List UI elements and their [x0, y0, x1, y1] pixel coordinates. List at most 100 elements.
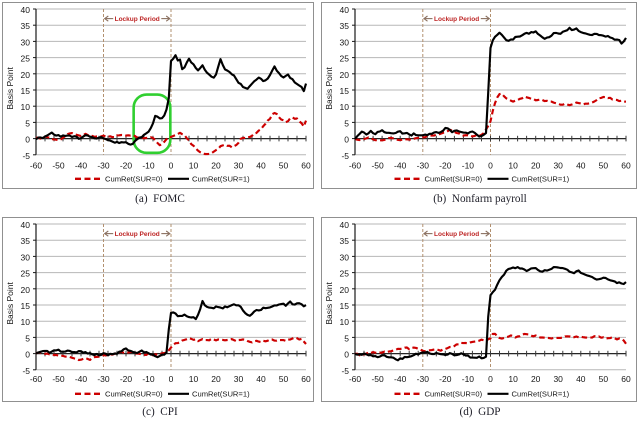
- svg-text:-5: -5: [341, 151, 349, 161]
- svg-text:Basis Point: Basis Point: [5, 281, 15, 324]
- svg-text:5: 5: [344, 118, 349, 128]
- svg-text:0: 0: [169, 160, 174, 170]
- svg-text:10: 10: [189, 373, 199, 383]
- svg-text:-20: -20: [439, 373, 452, 383]
- svg-text:CumRet(SUR=0): CumRet(SUR=0): [105, 175, 163, 184]
- svg-text:20: 20: [21, 70, 31, 80]
- svg-text:40: 40: [21, 5, 31, 15]
- svg-text:-20: -20: [439, 160, 452, 170]
- svg-text:-5: -5: [22, 365, 30, 375]
- svg-text:30: 30: [340, 252, 350, 262]
- svg-text:0: 0: [25, 135, 30, 145]
- svg-text:15: 15: [21, 301, 31, 311]
- svg-text:20: 20: [211, 160, 221, 170]
- svg-text:Lockup Period: Lockup Period: [115, 231, 160, 238]
- svg-text:60: 60: [301, 160, 311, 170]
- svg-text:5: 5: [25, 118, 30, 128]
- svg-text:10: 10: [508, 373, 518, 383]
- svg-text:0: 0: [169, 373, 174, 383]
- svg-text:5: 5: [344, 333, 349, 343]
- svg-text:-30: -30: [417, 373, 430, 383]
- svg-text:20: 20: [211, 373, 221, 383]
- svg-text:40: 40: [576, 373, 586, 383]
- svg-text:20: 20: [531, 373, 541, 383]
- svg-text:30: 30: [21, 252, 31, 262]
- svg-text:CumRet(SUR=0): CumRet(SUR=0): [425, 175, 483, 184]
- svg-text:-20: -20: [120, 373, 133, 383]
- svg-text:CumRet(SUR=1): CumRet(SUR=1): [192, 389, 250, 398]
- svg-text:30: 30: [21, 37, 31, 47]
- svg-text:30: 30: [553, 160, 563, 170]
- svg-text:40: 40: [340, 5, 350, 15]
- svg-text:60: 60: [621, 373, 631, 383]
- svg-text:0: 0: [25, 349, 30, 359]
- svg-text:-60: -60: [30, 373, 43, 383]
- svg-text:-50: -50: [371, 160, 384, 170]
- svg-text:-5: -5: [22, 151, 30, 161]
- svg-text:Lockup Period: Lockup Period: [434, 231, 479, 238]
- svg-text:-30: -30: [97, 160, 110, 170]
- svg-text:15: 15: [340, 301, 350, 311]
- svg-text:CumRet(SUR=1): CumRet(SUR=1): [512, 389, 570, 398]
- svg-text:-40: -40: [394, 373, 407, 383]
- svg-text:40: 40: [576, 160, 586, 170]
- svg-text:40: 40: [256, 373, 266, 383]
- svg-text:20: 20: [340, 70, 350, 80]
- svg-text:CumRet(SUR=1): CumRet(SUR=1): [512, 175, 570, 184]
- svg-text:Basis Point: Basis Point: [324, 67, 334, 110]
- svg-text:30: 30: [340, 37, 350, 47]
- svg-text:Basis Point: Basis Point: [5, 67, 15, 110]
- svg-text:-40: -40: [75, 373, 88, 383]
- svg-text:15: 15: [21, 86, 31, 96]
- svg-text:50: 50: [279, 373, 289, 383]
- svg-text:60: 60: [301, 373, 311, 383]
- svg-text:0: 0: [344, 135, 349, 145]
- svg-text:-40: -40: [394, 160, 407, 170]
- svg-text:CumRet(SUR=0): CumRet(SUR=0): [425, 389, 483, 398]
- svg-text:50: 50: [279, 160, 289, 170]
- svg-text:25: 25: [21, 268, 31, 278]
- svg-text:10: 10: [21, 317, 31, 327]
- svg-text:10: 10: [189, 160, 199, 170]
- svg-text:30: 30: [234, 160, 244, 170]
- svg-text:50: 50: [599, 160, 609, 170]
- svg-text:-60: -60: [349, 160, 362, 170]
- svg-text:20: 20: [531, 160, 541, 170]
- svg-text:10: 10: [340, 102, 350, 112]
- svg-text:CumRet(SUR=1): CumRet(SUR=1): [192, 175, 250, 184]
- svg-text:25: 25: [340, 54, 350, 64]
- svg-text:-30: -30: [97, 373, 110, 383]
- svg-text:-60: -60: [30, 160, 43, 170]
- svg-text:35: 35: [21, 21, 31, 31]
- svg-text:-5: -5: [341, 365, 349, 375]
- svg-text:30: 30: [234, 373, 244, 383]
- svg-text:20: 20: [340, 284, 350, 294]
- svg-text:40: 40: [256, 160, 266, 170]
- svg-text:10: 10: [508, 160, 518, 170]
- svg-text:-30: -30: [417, 160, 430, 170]
- svg-text:0: 0: [488, 160, 493, 170]
- svg-text:CumRet(SUR=0): CumRet(SUR=0): [105, 389, 163, 398]
- svg-text:60: 60: [621, 160, 631, 170]
- svg-text:-10: -10: [462, 160, 475, 170]
- svg-text:30: 30: [553, 373, 563, 383]
- svg-text:50: 50: [599, 373, 609, 383]
- svg-text:0: 0: [344, 349, 349, 359]
- svg-text:20: 20: [21, 284, 31, 294]
- svg-text:40: 40: [21, 220, 31, 230]
- svg-text:Lockup Period: Lockup Period: [434, 16, 479, 23]
- svg-text:Basis Point: Basis Point: [324, 281, 334, 324]
- svg-text:-10: -10: [142, 373, 155, 383]
- svg-text:-50: -50: [52, 160, 65, 170]
- svg-text:-50: -50: [371, 373, 384, 383]
- svg-text:-60: -60: [349, 373, 362, 383]
- svg-text:-20: -20: [120, 160, 133, 170]
- svg-text:35: 35: [21, 236, 31, 246]
- svg-text:-50: -50: [52, 373, 65, 383]
- svg-text:Lockup Period: Lockup Period: [115, 16, 160, 23]
- svg-text:25: 25: [21, 54, 31, 64]
- svg-text:25: 25: [340, 268, 350, 278]
- svg-text:0: 0: [488, 373, 493, 383]
- svg-text:-10: -10: [142, 160, 155, 170]
- svg-text:-10: -10: [462, 373, 475, 383]
